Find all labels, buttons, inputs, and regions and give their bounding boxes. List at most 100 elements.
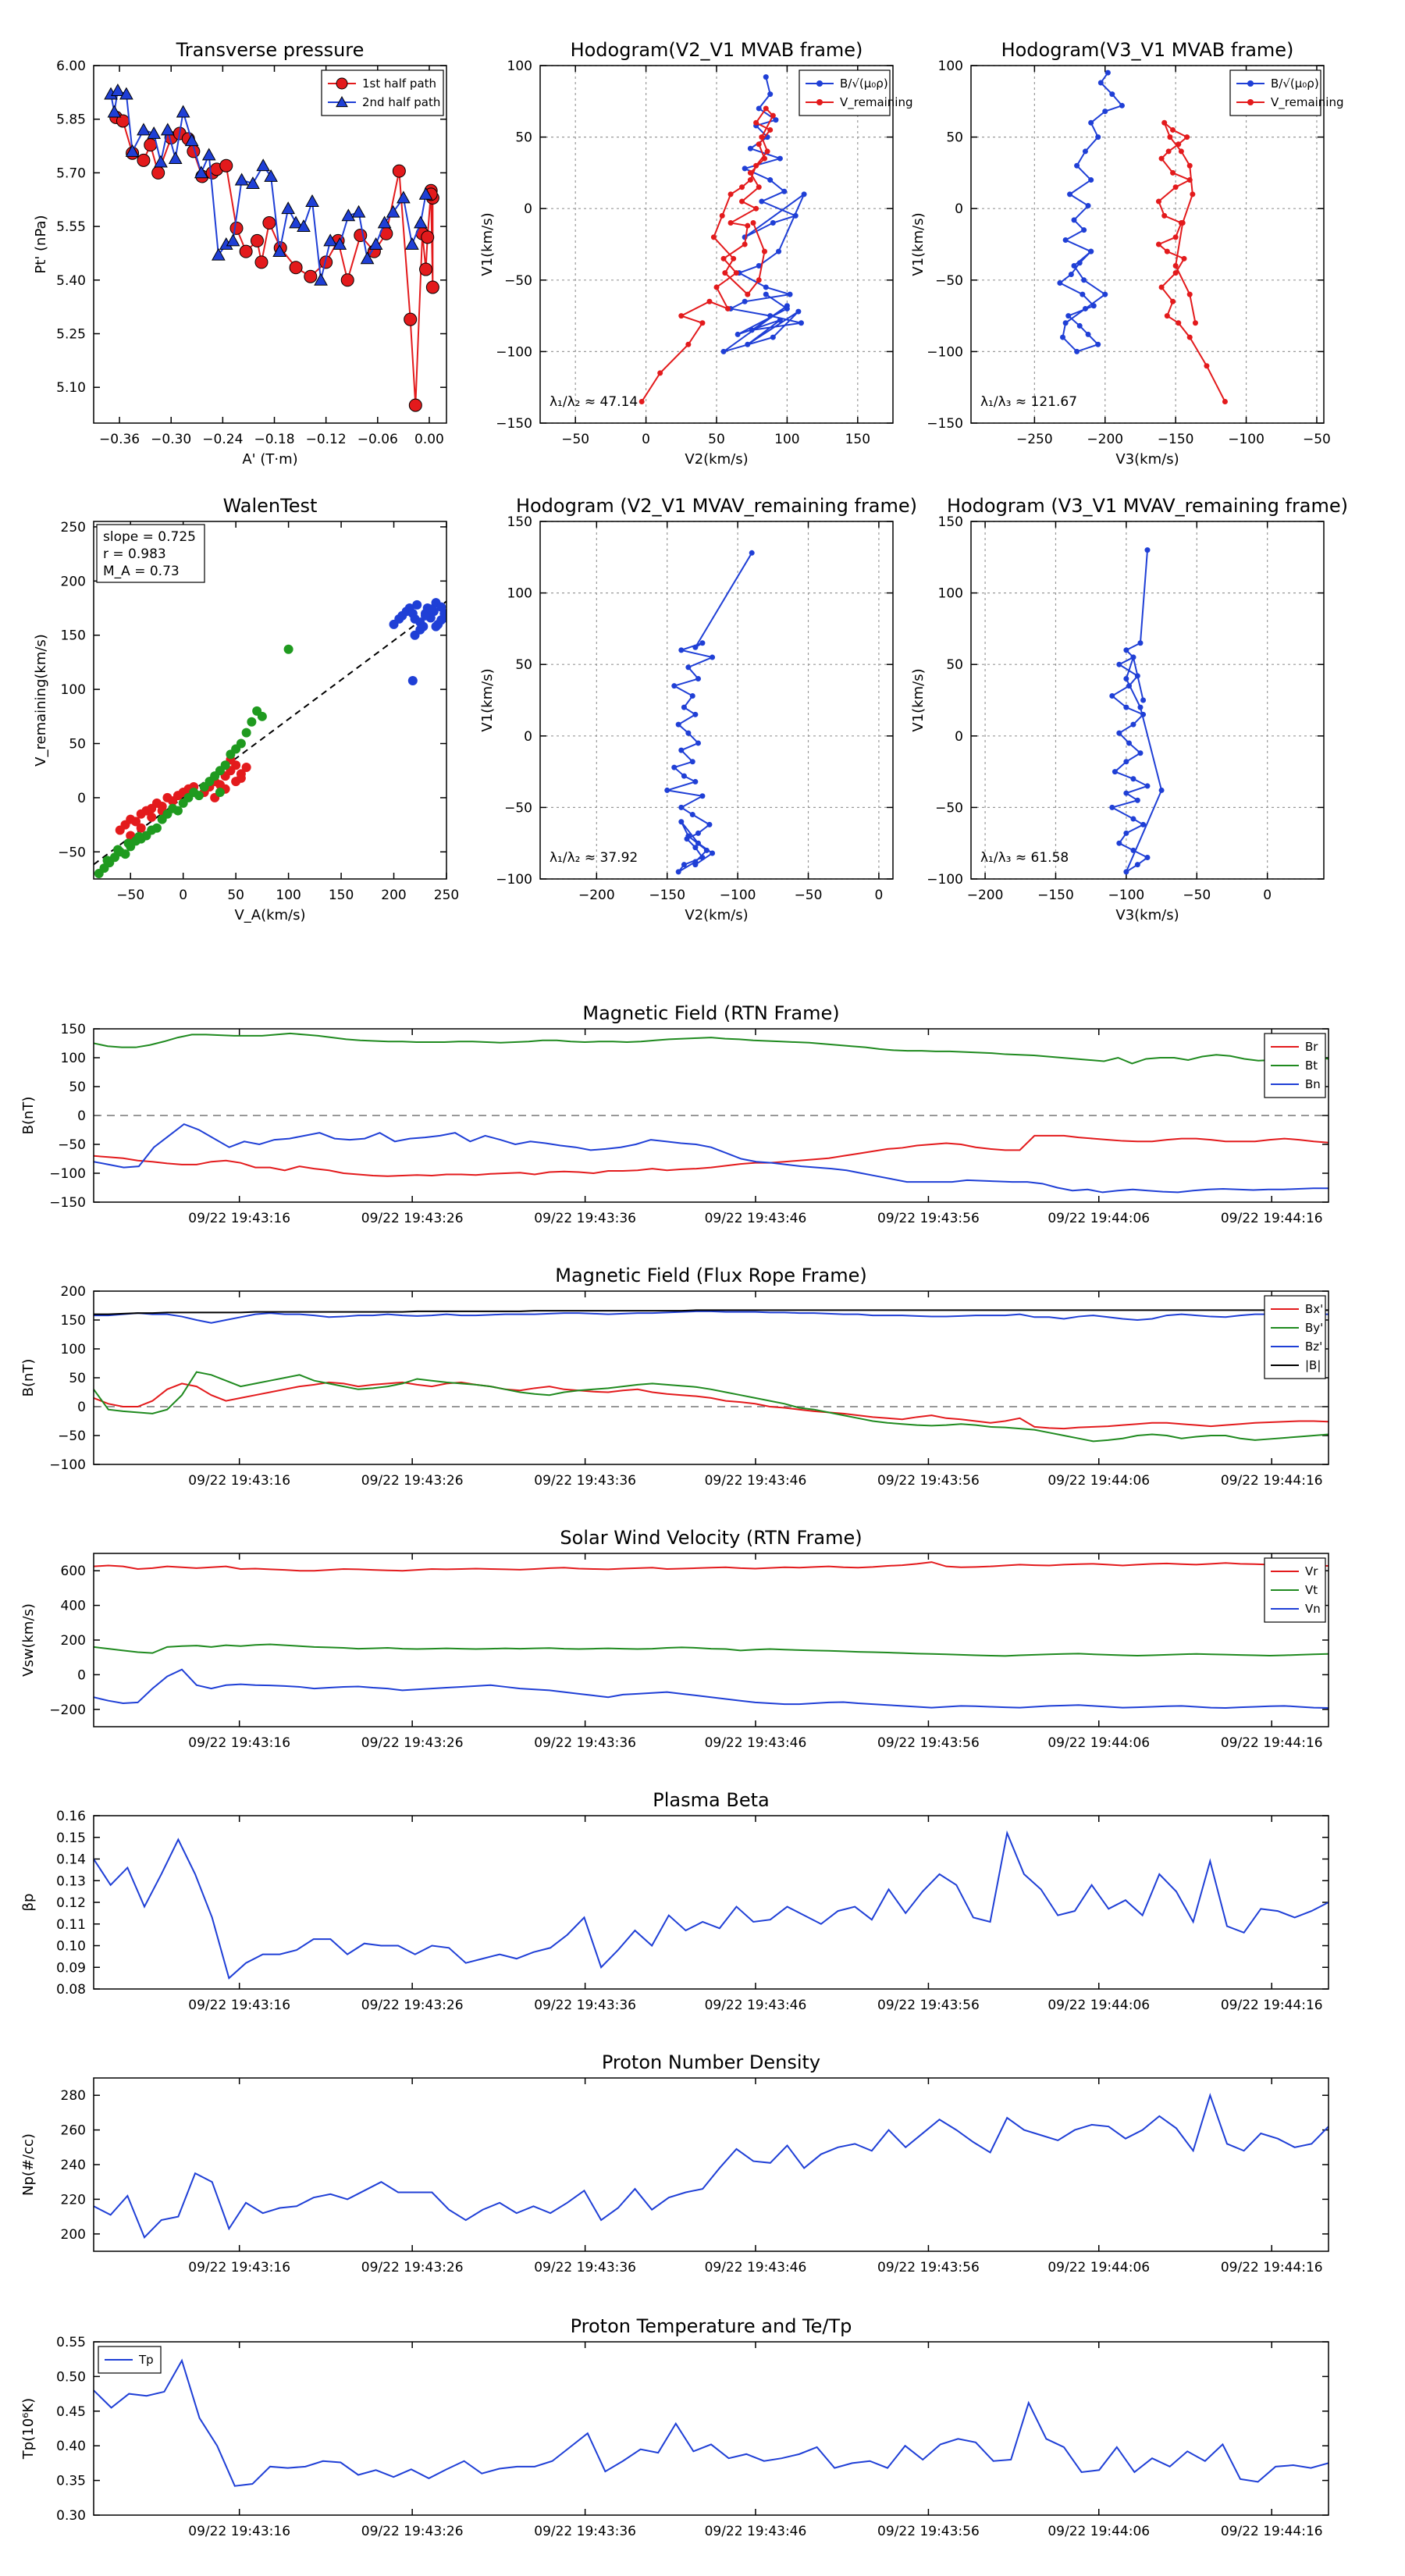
x-tick-label: 09/22 19:43:16: [188, 2260, 290, 2275]
y-tick-label: 5.10: [56, 380, 86, 396]
data-point: [1097, 80, 1104, 86]
data-point: [777, 155, 783, 162]
data-point: [289, 215, 303, 229]
y-tick-label: 0.30: [56, 2508, 86, 2524]
x-tick-label: 09/22 19:43:46: [705, 2260, 807, 2275]
data-point: [1088, 119, 1094, 126]
data-point: [419, 262, 433, 276]
data-point: [425, 604, 436, 614]
data-point: [1112, 769, 1118, 775]
data-point: [436, 602, 446, 612]
y-tick-label: 100: [61, 1342, 86, 1357]
y-tick-label: 150: [61, 1022, 86, 1037]
data-point: [1085, 203, 1091, 209]
data-point: [692, 644, 699, 650]
legend-label: Bz': [1305, 1340, 1322, 1354]
data-point: [678, 747, 685, 753]
data-point: [257, 711, 267, 721]
x-tick-label: 0.00: [414, 432, 444, 447]
x-tick-label: −50: [1183, 888, 1211, 903]
x-tick-label: −50: [795, 888, 823, 903]
y-tick-label: 0: [77, 1667, 86, 1683]
series-br-line: [94, 1134, 1329, 1177]
chart-h4: −200 −150 −100 −50 0 −100 −50 0 50 100 150Hodogram…: [910, 495, 1348, 923]
x-tick-label: 09/22 19:44:06: [1048, 2260, 1150, 2275]
data-point: [770, 112, 776, 119]
series-by-line: [94, 1371, 1329, 1443]
y-axis-label: Pt' (nPa): [33, 215, 49, 273]
x-tick-label: 09/22 19:43:16: [188, 1211, 290, 1226]
data-point: [767, 177, 774, 183]
plot-area: [104, 84, 439, 412]
y-tick-label: 5.40: [56, 273, 86, 289]
data-point: [341, 208, 356, 222]
y-tick-label: 0.16: [56, 1809, 86, 1824]
data-point: [681, 704, 687, 710]
x-tick-label: 09/22 19:44:06: [1048, 1998, 1150, 2013]
data-point: [262, 216, 276, 230]
data-point: [246, 176, 260, 190]
data-point: [404, 312, 418, 326]
legend-label: Bx': [1305, 1302, 1323, 1316]
series-beta-line: [94, 1830, 1329, 1980]
x-tick-label: 250: [434, 888, 459, 903]
x-tick-label: 09/22 19:43:56: [877, 1473, 980, 1489]
y-tick-label: 200: [61, 574, 86, 589]
data-point: [1076, 260, 1083, 266]
chart-h2: −250 −200 −150 −100 −50 −150 −100 −50 0 50 100 Hodo…: [910, 39, 1344, 468]
data-point: [336, 77, 348, 90]
series-np-line: [94, 2092, 1329, 2240]
plot-area: [94, 2092, 1329, 2240]
legend-label: Vn: [1305, 1602, 1321, 1616]
data-point: [699, 320, 706, 326]
series-vn-line: [94, 1668, 1329, 1710]
data-point: [304, 269, 318, 283]
x-axis-label: V_A(km/s): [234, 907, 305, 923]
x-axis-label: V3(km/s): [1115, 907, 1179, 923]
x-tick-label: 09/22 19:43:36: [534, 1211, 636, 1226]
data-point: [1172, 262, 1179, 269]
data-point: [787, 291, 793, 297]
data-point: [226, 233, 240, 247]
y-tick-label: −100: [927, 344, 963, 360]
data-point: [710, 654, 716, 660]
chart-ts_np: 09/22 19:43:16 09/22 19:43:26 09/22 19:43:…: [20, 2051, 1329, 2275]
data-point: [111, 84, 125, 96]
y-axis-label: V1(km/s): [479, 212, 496, 276]
data-point: [1172, 234, 1179, 240]
data-point: [154, 155, 168, 168]
y-tick-label: 0.09: [56, 1960, 86, 1976]
axes-frame: [93, 1028, 1329, 1203]
data-point: [692, 778, 699, 785]
x-tick-label: 09/22 19:43:26: [361, 1998, 464, 2013]
y-axis-label: V1(km/s): [479, 668, 496, 731]
y-tick-label: 0.40: [56, 2439, 86, 2454]
data-point: [168, 151, 183, 164]
legend-label: B/√(μ₀ρ): [1271, 76, 1319, 91]
x-tick-label: 09/22 19:43:26: [361, 2260, 464, 2275]
data-point: [323, 233, 338, 247]
legend-marker: [816, 80, 823, 87]
data-point: [733, 270, 739, 276]
data-point: [1192, 320, 1198, 326]
data-point: [1123, 704, 1129, 710]
axes-frame: [93, 2077, 1329, 2252]
data-point: [368, 237, 383, 250]
axes-frame: [970, 65, 1325, 424]
chart-title: Hodogram (V3_V1 MVAV_remaining frame): [947, 495, 1348, 517]
data-point: [1130, 776, 1136, 782]
y-tick-label: 0.35: [56, 2474, 86, 2489]
x-tick-label: 100: [774, 432, 799, 447]
data-point: [333, 237, 347, 250]
chart-ts_beta: 09/22 19:43:16 09/22 19:43:26 09/22 19:43:…: [20, 1789, 1329, 2013]
data-point: [1065, 313, 1072, 319]
chart-title: Magnetic Field (Flux Rope Frame): [555, 1265, 866, 1286]
data-point: [773, 117, 779, 123]
data-point: [735, 331, 741, 337]
x-axis-label: V2(km/s): [685, 451, 748, 468]
data-point: [229, 221, 244, 235]
y-tick-label: 600: [61, 1564, 86, 1579]
data-point: [407, 676, 418, 686]
chart-title: WalenTest: [223, 495, 318, 517]
data-point: [1172, 184, 1179, 190]
